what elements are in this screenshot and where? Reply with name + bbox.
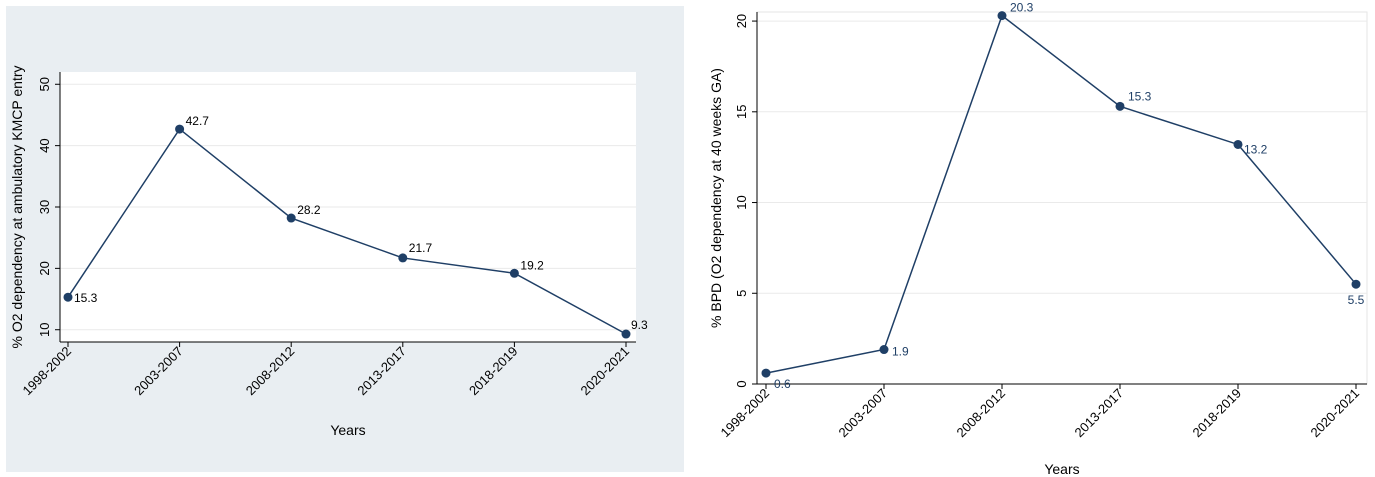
left-data-point bbox=[63, 292, 73, 302]
left-data-point bbox=[286, 213, 296, 223]
right-series-line bbox=[765, 14, 1357, 374]
right-data-label: 0.6 bbox=[774, 377, 791, 391]
right-data-point bbox=[1115, 101, 1125, 111]
right-data-label: 1.9 bbox=[892, 345, 909, 359]
right-data-points bbox=[761, 11, 1361, 378]
left-data-label: 42.7 bbox=[186, 114, 210, 128]
left-y-ticks: 10 20 30 40 50 bbox=[37, 77, 60, 337]
right-data-label: 5.5 bbox=[1348, 293, 1365, 307]
left-y-axis-title: % O2 dependency at ambulatory KMCP entry bbox=[9, 65, 25, 348]
right-x-axis-title: Years bbox=[1044, 461, 1079, 477]
left-data-point bbox=[175, 124, 185, 134]
right-data-label: 15.3 bbox=[1128, 89, 1152, 103]
left-data-label: 15.3 bbox=[74, 291, 98, 305]
left-data-point bbox=[398, 253, 408, 263]
left-data-label: 9.3 bbox=[631, 318, 648, 332]
right-data-labels: 0.6 1.9 20.3 15.3 13.2 5.5 bbox=[774, 1, 1365, 391]
right-data-point bbox=[879, 345, 889, 355]
right-data-point bbox=[997, 11, 1007, 21]
right-data-point bbox=[1351, 279, 1361, 289]
left-data-labels: 15.3 42.7 28.2 21.7 19.2 9.3 bbox=[74, 114, 648, 332]
left-y-tick-label: 10 bbox=[37, 322, 52, 336]
left-data-label: 21.7 bbox=[409, 241, 433, 255]
left-gridlines bbox=[60, 83, 636, 331]
right-data-point bbox=[1233, 139, 1243, 149]
left-data-point bbox=[621, 329, 631, 339]
right-y-tick-label: 5 bbox=[734, 290, 749, 297]
right-data-point bbox=[761, 368, 771, 378]
left-data-label: 19.2 bbox=[520, 258, 544, 272]
right-y-axis-title: % BPD (O2 dependency at 40 weeks GA) bbox=[708, 68, 724, 328]
left-data-points bbox=[63, 124, 631, 339]
right-plot-area bbox=[756, 11, 1368, 385]
right-data-label: 13.2 bbox=[1244, 142, 1268, 156]
left-x-axis-title: Years bbox=[330, 422, 365, 438]
right-y-ticks: 0 5 10 15 20 bbox=[734, 14, 757, 388]
left-y-tick-label: 50 bbox=[37, 77, 52, 91]
right-y-tick-label: 0 bbox=[734, 380, 749, 387]
left-y-tick-label: 40 bbox=[37, 138, 52, 152]
left-y-tick-label: 20 bbox=[37, 261, 52, 275]
left-y-tick-label: 30 bbox=[37, 200, 52, 214]
left-data-point bbox=[509, 268, 519, 278]
right-y-tick-label: 10 bbox=[734, 195, 749, 209]
right-y-tick-label: 15 bbox=[734, 105, 749, 119]
left-series-line bbox=[67, 127, 627, 335]
right-y-tick-label: 20 bbox=[734, 14, 749, 28]
left-data-label: 28.2 bbox=[297, 203, 321, 217]
right-data-label: 20.3 bbox=[1010, 1, 1034, 15]
